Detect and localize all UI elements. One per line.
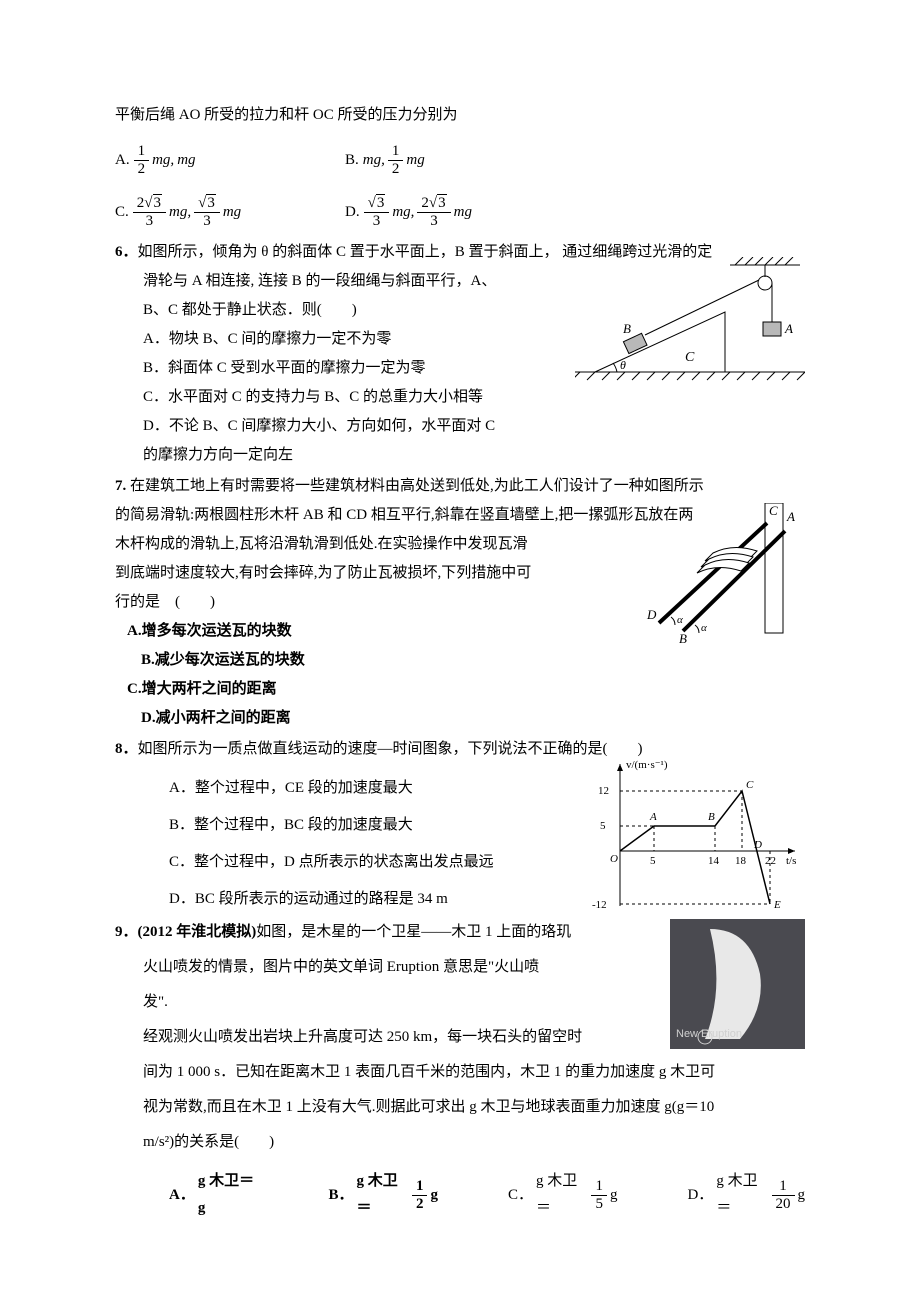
svg-text:5: 5 (650, 855, 656, 867)
question-6: A B C θ 6．如图所示，倾角为 θ 的斜面体 C 置于水平面上，B 置于斜… (115, 239, 805, 469)
q9-opt-d: D． g 木卫＝ 120 g (687, 1168, 805, 1222)
q6-opt-c: C．水平面对 C 的支持力与 B、C 的总重力大小相等 (115, 384, 805, 411)
q9-fig-caption: New Eruption (676, 1025, 742, 1045)
q8-stem: 如图所示为一质点做直线运动的速度—时间图象，下列说法不正确的是( ) (138, 741, 643, 757)
q9-opt-c: C． g 木卫＝ 15 g (508, 1168, 617, 1222)
q5-opt-b-label: B. (345, 147, 359, 174)
svg-text:5: 5 (600, 820, 606, 832)
svg-text:A: A (786, 509, 795, 524)
question-7: A C B D α α 7. 在建筑工地上有时需要将一些建筑材料由高处送到低处,… (115, 473, 805, 732)
q7-opt-c: C.增大两杆之间的距离 (115, 676, 805, 703)
q6-opt-d: D．不论 B、C 间摩擦力大小、方向如何，水平面对 C (115, 413, 805, 440)
q9-stem-1: 如图，是木星的一个卫星——木卫 1 上面的珞玑 (256, 924, 571, 940)
q7-num: 7. (115, 478, 126, 494)
q9-num: 9． (115, 924, 138, 940)
svg-text:θ: θ (620, 358, 626, 372)
q8-graph: v/(m·s⁻¹) t/s 5 12 -12 O 5 14 18 22 A B … (590, 756, 805, 911)
svg-text:14: 14 (708, 855, 720, 867)
q9-opt-b: B． g 木卫＝ 12 g (329, 1168, 438, 1222)
q7-figure: A C B D α α (645, 503, 805, 643)
svg-text:C: C (746, 779, 754, 791)
svg-text:O: O (610, 853, 618, 865)
q6-opt-d2: 的摩擦力方向一定向左 (115, 442, 805, 469)
svg-text:B: B (679, 631, 687, 643)
q5-opt-c-label: C. (115, 199, 129, 226)
q7-opt-b: B.减少每次运送瓦的块数 (115, 647, 805, 674)
q5-opt-a: 12 mg, mg (134, 143, 196, 177)
q6-figure: A B C θ (575, 257, 805, 387)
q9-stem-5: 间为 1 000 s．已知在距离木卫 1 表面几百千米的范围内，木卫 1 的重力… (115, 1059, 805, 1086)
svg-text:v/(m·s⁻¹): v/(m·s⁻¹) (626, 759, 668, 771)
svg-text:A: A (649, 811, 657, 823)
svg-text:12: 12 (598, 785, 609, 797)
svg-text:B: B (708, 811, 715, 823)
svg-text:C: C (685, 350, 695, 365)
svg-text:D: D (646, 607, 657, 622)
question-5: 平衡后绳 AO 所受的拉力和杆 OC 所受的压力分别为 A. 12 mg, mg… (115, 102, 805, 229)
q8-num: 8． (115, 741, 138, 757)
q9-stem-6: 视为常数,而且在木卫 1 上没有大气.则据此可求出 g 木卫与地球表面重力加速度… (115, 1094, 805, 1121)
q9-opt-a: A． g 木卫＝g (169, 1168, 259, 1222)
svg-text:C: C (769, 503, 778, 518)
q5-stem-tail: 平衡后绳 AO 所受的拉力和杆 OC 所受的压力分别为 (115, 102, 805, 129)
q5-opt-b: mg, 12 mg (363, 143, 425, 177)
svg-text:-12: -12 (592, 899, 607, 911)
svg-text:E: E (773, 899, 781, 911)
q9-figure: New Eruption (670, 919, 805, 1049)
svg-text:A: A (784, 321, 793, 336)
q5-opt-a-label: A. (115, 147, 130, 174)
svg-text:18: 18 (735, 855, 747, 867)
q7-stem-1: 在建筑工地上有时需要将一些建筑材料由高处送到低处,为此工人们设计了一种如图所示 (126, 478, 704, 494)
svg-text:t/s: t/s (786, 855, 796, 867)
q5-opt-c: 233 mg, 33 mg (133, 195, 241, 229)
q5-opt-d-label: D. (345, 199, 360, 226)
svg-text:B: B (623, 321, 631, 336)
question-9: New Eruption 9．(2012 年淮北模拟)如图，是木星的一个卫星——… (115, 919, 805, 1222)
q9-src: (2012 年淮北模拟) (138, 924, 257, 940)
svg-text:α: α (701, 622, 707, 634)
question-8: v/(m·s⁻¹) t/s 5 12 -12 O 5 14 18 22 A B … (115, 736, 805, 913)
svg-text:α: α (677, 614, 683, 626)
svg-text:D: D (753, 839, 762, 851)
q7-opt-d: D.减小两杆之间的距离 (115, 705, 805, 732)
q6-num: 6． (115, 244, 138, 260)
q9-stem-7: m/s²)的关系是( ) (115, 1129, 805, 1156)
q5-opt-d: 33 mg, 233 mg (364, 195, 472, 229)
